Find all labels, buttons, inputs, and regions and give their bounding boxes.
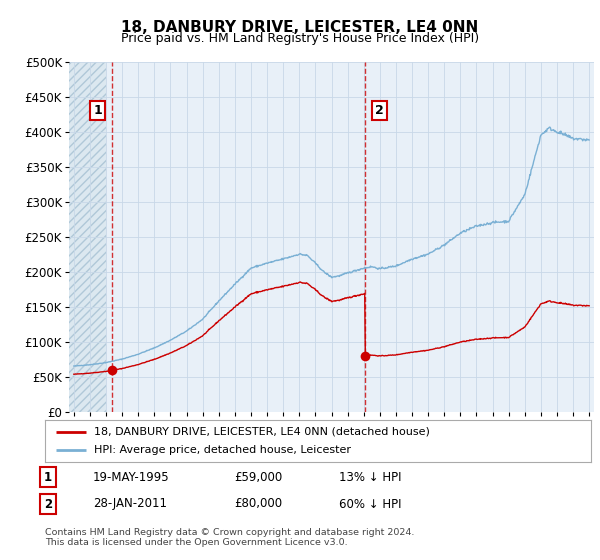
Bar xyxy=(69,62,106,412)
Text: 60% ↓ HPI: 60% ↓ HPI xyxy=(339,497,401,511)
Text: 19-MAY-1995: 19-MAY-1995 xyxy=(93,470,170,484)
Text: 18, DANBURY DRIVE, LEICESTER, LE4 0NN: 18, DANBURY DRIVE, LEICESTER, LE4 0NN xyxy=(121,20,479,35)
Text: HPI: Average price, detached house, Leicester: HPI: Average price, detached house, Leic… xyxy=(94,445,351,455)
Text: £59,000: £59,000 xyxy=(234,470,282,484)
Text: £80,000: £80,000 xyxy=(234,497,282,511)
Text: 18, DANBURY DRIVE, LEICESTER, LE4 0NN (detached house): 18, DANBURY DRIVE, LEICESTER, LE4 0NN (d… xyxy=(94,427,430,437)
Text: 13% ↓ HPI: 13% ↓ HPI xyxy=(339,470,401,484)
Text: 28-JAN-2011: 28-JAN-2011 xyxy=(93,497,167,511)
Text: 2: 2 xyxy=(375,104,384,117)
Text: Price paid vs. HM Land Registry's House Price Index (HPI): Price paid vs. HM Land Registry's House … xyxy=(121,32,479,45)
Text: 2: 2 xyxy=(44,497,52,511)
Text: 1: 1 xyxy=(93,104,102,117)
Text: 1: 1 xyxy=(44,470,52,484)
Text: Contains HM Land Registry data © Crown copyright and database right 2024.
This d: Contains HM Land Registry data © Crown c… xyxy=(45,528,415,547)
